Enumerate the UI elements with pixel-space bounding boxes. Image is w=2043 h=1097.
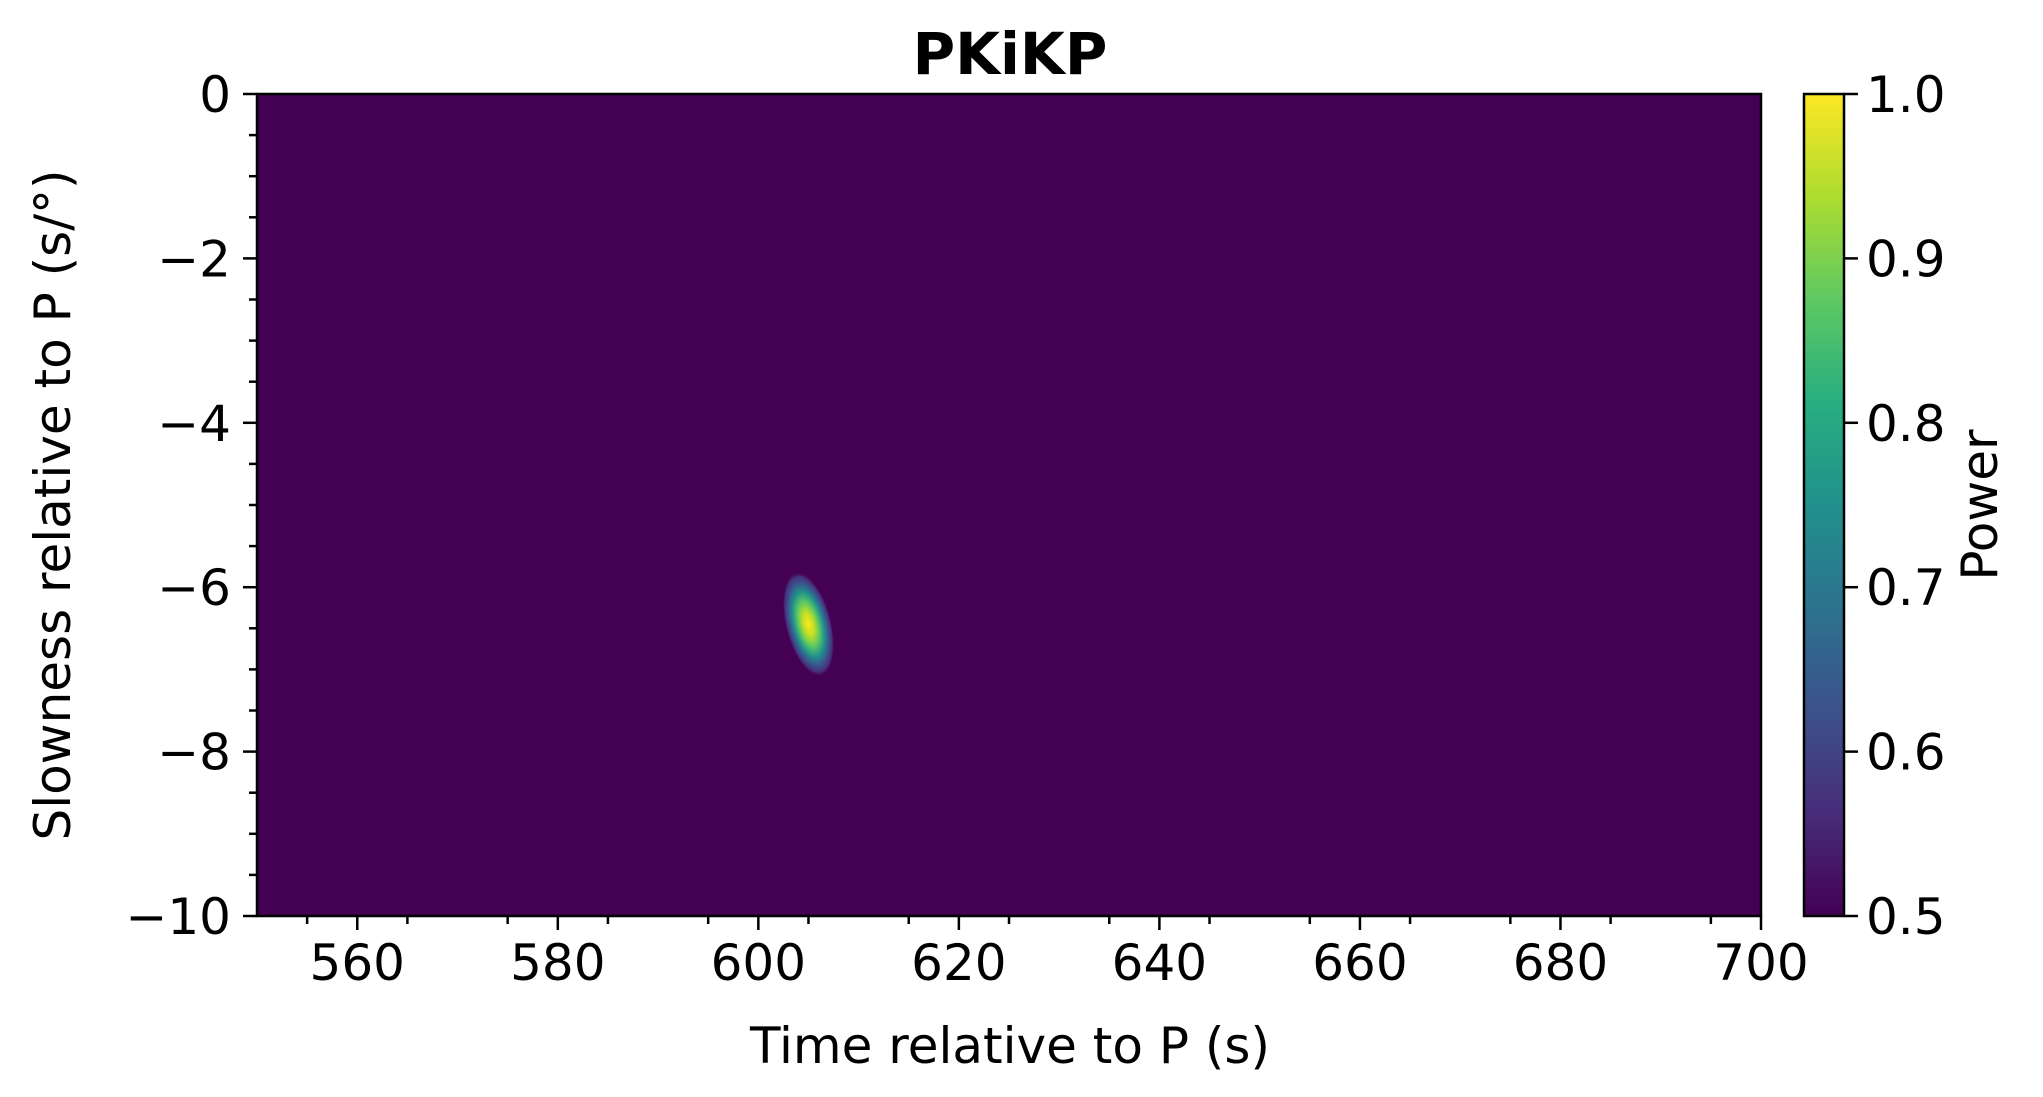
colorbar: 1.0 0.9 0.8 0.7 0.6 0.5 Power: [1802, 66, 2009, 946]
colorbar-tick-label: 0.8: [1866, 395, 1946, 453]
y-tick-label: 0: [199, 66, 231, 124]
colorbar-tick-label: 0.6: [1866, 724, 1946, 782]
colorbar-tick-label: 1.0: [1866, 66, 1946, 124]
y-tick-label: −4: [157, 395, 231, 453]
colorbar-tick-label: 0.7: [1866, 559, 1946, 617]
power-peak: [782, 572, 835, 677]
x-tick-label: 640: [1112, 934, 1207, 992]
colorbar-frame: [1802, 92, 1846, 918]
x-tick-label: 560: [310, 934, 405, 992]
x-tick-label: 600: [711, 934, 806, 992]
colorbar-label: Power: [1951, 429, 2009, 581]
y-axis: 0 −2 −4 −6 −8 −10: [125, 66, 257, 946]
heatmap-background: [257, 94, 1761, 916]
x-tick-label: 680: [1513, 934, 1608, 992]
x-tick-label: 620: [911, 934, 1006, 992]
y-tick-label: −10: [125, 888, 231, 946]
colorbar-ticks: 1.0 0.9 0.8 0.7 0.6 0.5: [1844, 66, 1946, 946]
x-axis: 560 580 600 620 640 660 680 700: [305, 916, 1809, 992]
colorbar-tick-label: 0.5: [1866, 888, 1946, 946]
x-axis-label: Time relative to P (s): [749, 1017, 1270, 1075]
y-tick-label: −6: [157, 559, 231, 617]
colorbar-gradient: [1804, 94, 1844, 916]
y-tick-label: −2: [157, 230, 231, 288]
y-axis-label: Slowness relative to P (s/°): [24, 169, 82, 840]
plot-area: [255, 92, 1763, 918]
x-tick-label: 580: [510, 934, 605, 992]
x-tick-label: 660: [1312, 934, 1407, 992]
x-tick-label: 700: [1713, 934, 1808, 992]
y-tick-label: −8: [157, 724, 231, 782]
colorbar-tick-label: 0.9: [1866, 230, 1946, 288]
chart-title: PKiKP: [913, 20, 1108, 88]
